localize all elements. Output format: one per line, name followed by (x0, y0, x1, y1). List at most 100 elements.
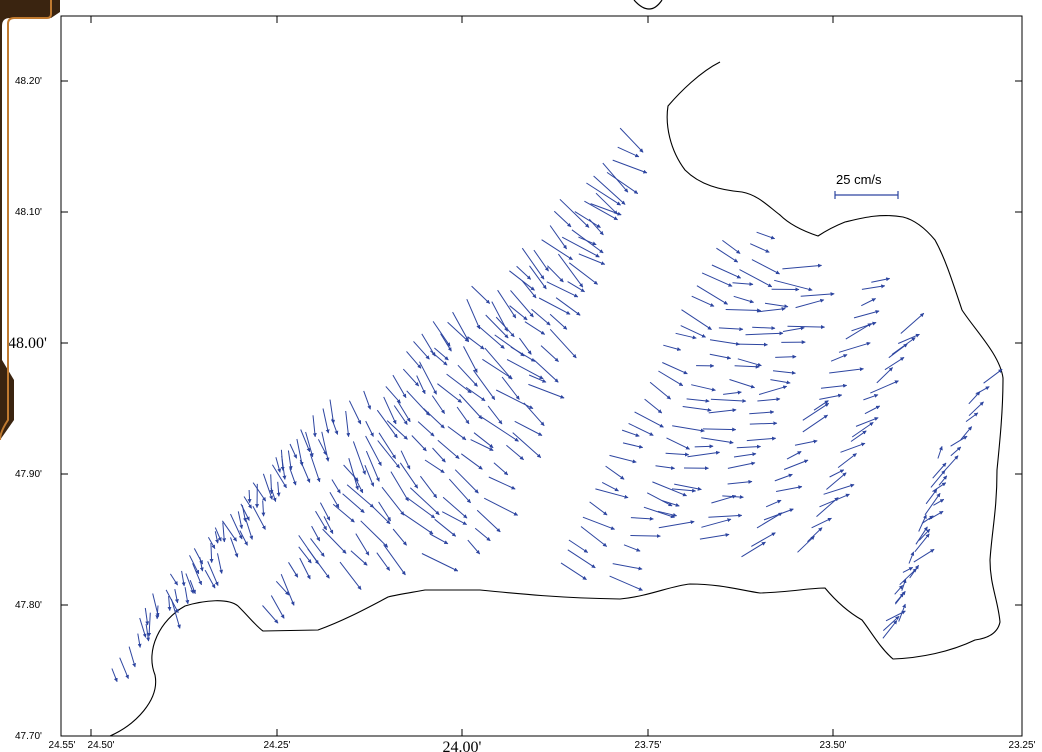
current-vector (559, 198, 590, 228)
current-vector (725, 308, 762, 313)
current-vector (167, 595, 172, 611)
current-vector (723, 390, 742, 395)
current-vector (908, 551, 915, 564)
current-vector (456, 406, 470, 425)
current-vector (145, 623, 151, 642)
current-vector (363, 390, 372, 410)
current-vector (928, 510, 944, 521)
current-vector (891, 337, 916, 355)
current-vector (207, 561, 219, 586)
current-vector (528, 374, 547, 383)
current-vector (605, 465, 625, 480)
current-vector (845, 323, 872, 340)
current-vector (756, 307, 786, 313)
current-vector (884, 356, 905, 371)
current-vector (239, 530, 248, 546)
current-vector (937, 446, 943, 459)
current-vector (729, 379, 755, 389)
current-vector (385, 386, 401, 404)
current-vector (553, 210, 572, 228)
current-vector (483, 497, 519, 516)
current-vector (495, 316, 515, 338)
scale-bar: 25 cm/s (834, 172, 899, 199)
current-vector (417, 421, 435, 437)
current-vector (230, 537, 239, 558)
current-vector (751, 259, 780, 275)
current-vector (476, 509, 501, 533)
current-vector (447, 426, 467, 441)
current-vector (662, 362, 688, 375)
current-vector (774, 279, 813, 292)
x-tick-label: 24.25' (264, 740, 291, 751)
current-vector (416, 375, 426, 395)
current-vector (902, 566, 914, 573)
current-vector (930, 470, 946, 488)
current-vector (829, 469, 845, 478)
current-vector (147, 612, 152, 637)
current-vector (111, 668, 118, 683)
current-vector (811, 517, 832, 529)
current-vector (271, 464, 287, 489)
current-vector (510, 346, 536, 362)
current-vector (119, 657, 129, 679)
current-vector (595, 488, 629, 499)
current-vector (733, 295, 754, 304)
current-vector (509, 270, 535, 291)
current-vector (446, 373, 472, 394)
current-vector (580, 526, 608, 547)
current-vector (661, 500, 680, 507)
current-vector (606, 171, 639, 195)
current-vector (709, 339, 740, 346)
current-vector (376, 552, 391, 571)
current-vector (365, 450, 380, 482)
current-vector (546, 281, 579, 298)
current-vector (567, 549, 596, 569)
current-vector (756, 231, 776, 240)
current-vector (430, 350, 448, 366)
current-vector (609, 454, 637, 464)
current-vector (925, 489, 938, 505)
current-vector (421, 553, 459, 572)
current-vector (299, 459, 311, 483)
current-vector (376, 409, 398, 439)
current-vector (826, 472, 847, 490)
current-vector (305, 431, 314, 458)
current-vector (924, 492, 941, 516)
current-vector (319, 502, 331, 521)
current-vector (770, 379, 791, 385)
current-vector (312, 415, 317, 438)
current-vector (823, 483, 855, 495)
current-vector (672, 425, 705, 433)
current-vector (137, 633, 142, 648)
current-vector (802, 402, 830, 421)
current-vector (463, 346, 478, 373)
current-vector (528, 383, 565, 399)
current-vector (745, 331, 784, 336)
current-vector (739, 269, 773, 288)
current-vector (322, 408, 330, 434)
current-vector (657, 510, 678, 517)
current-vector (518, 337, 532, 355)
current-vector (547, 265, 564, 283)
current-vector (752, 326, 776, 331)
current-vector (560, 562, 587, 581)
current-vector (323, 516, 334, 535)
current-vector (584, 200, 618, 221)
current-vector (244, 517, 254, 540)
current-vector (512, 432, 542, 458)
current-vector (353, 474, 364, 494)
current-vector (574, 211, 601, 228)
current-vector (270, 595, 285, 619)
current-vector (555, 297, 581, 316)
current-vector (452, 311, 469, 342)
current-vector (837, 453, 857, 468)
current-vector (541, 239, 573, 261)
current-vector (649, 381, 671, 400)
current-vector (252, 482, 267, 502)
current-vector (459, 393, 483, 420)
current-vector (289, 468, 297, 486)
current-vector (765, 499, 782, 508)
current-vector (694, 444, 714, 449)
current-vector (619, 127, 644, 153)
y-tick-label: 48.00' (8, 335, 47, 352)
